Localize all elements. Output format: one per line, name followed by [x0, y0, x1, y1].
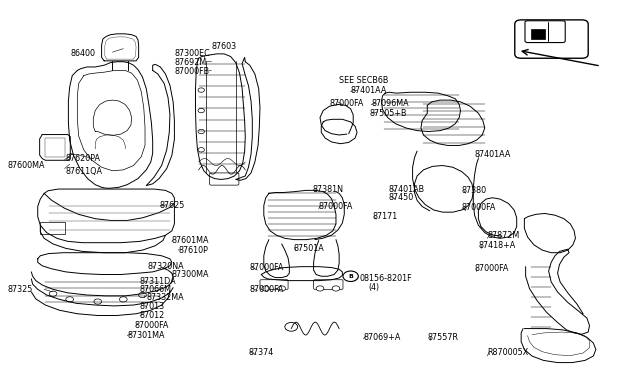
Circle shape: [198, 108, 204, 113]
Text: 87000FA: 87000FA: [250, 263, 284, 272]
Text: R870005X: R870005X: [487, 349, 529, 357]
FancyBboxPatch shape: [260, 280, 288, 289]
Text: 87069+A: 87069+A: [364, 333, 401, 342]
Text: 87418+A: 87418+A: [478, 241, 516, 250]
Text: 87171: 87171: [372, 212, 397, 221]
Text: 87000FA: 87000FA: [250, 285, 284, 294]
Text: 87096MA: 87096MA: [371, 99, 409, 108]
Circle shape: [66, 297, 74, 302]
Bar: [40, 222, 65, 234]
Text: 87000FA: 87000FA: [330, 99, 364, 108]
Text: 87000FA: 87000FA: [462, 203, 496, 212]
Text: 87380: 87380: [462, 186, 487, 195]
Text: 87600MA: 87600MA: [7, 161, 45, 170]
Circle shape: [49, 291, 57, 296]
Text: (4): (4): [368, 283, 379, 292]
Text: B: B: [348, 274, 353, 279]
Text: 87620PA: 87620PA: [66, 154, 101, 163]
Text: 87603: 87603: [211, 42, 237, 51]
Text: 87381N: 87381N: [312, 185, 343, 193]
Text: 87066M: 87066M: [140, 285, 172, 294]
Circle shape: [94, 299, 102, 304]
Text: 87692M: 87692M: [174, 58, 207, 67]
Text: 87610P: 87610P: [178, 246, 208, 254]
Circle shape: [285, 323, 298, 331]
Text: 87300MA: 87300MA: [172, 270, 209, 279]
Text: SEE SECB6B: SEE SECB6B: [339, 76, 388, 84]
Text: 87325: 87325: [7, 285, 33, 294]
Text: 87320NA: 87320NA: [148, 262, 184, 271]
Text: 87557R: 87557R: [428, 333, 458, 342]
Text: 87301MA: 87301MA: [127, 331, 164, 340]
Text: 87401AA: 87401AA: [474, 150, 511, 159]
Circle shape: [343, 271, 358, 282]
Circle shape: [198, 88, 204, 92]
Text: 87013: 87013: [140, 302, 165, 311]
Text: 87311DA: 87311DA: [140, 278, 177, 286]
Text: 87505+B: 87505+B: [370, 109, 407, 118]
Circle shape: [332, 286, 340, 291]
Text: 08156-8201F: 08156-8201F: [360, 275, 412, 283]
Text: 87000FA: 87000FA: [135, 321, 169, 330]
Text: 87000FB: 87000FB: [174, 67, 209, 76]
Text: 87450: 87450: [389, 193, 414, 202]
Text: 87601MA: 87601MA: [172, 236, 209, 245]
Text: 87332MA: 87332MA: [147, 293, 184, 302]
FancyBboxPatch shape: [515, 20, 588, 58]
FancyBboxPatch shape: [525, 21, 565, 42]
FancyBboxPatch shape: [209, 173, 239, 185]
Text: 87300EC: 87300EC: [174, 49, 210, 58]
Text: 87374: 87374: [248, 349, 274, 357]
Text: 87625: 87625: [159, 201, 184, 210]
Text: 87401AA: 87401AA: [351, 86, 387, 94]
Text: 87401AB: 87401AB: [389, 185, 425, 193]
Text: 87872M: 87872M: [487, 231, 520, 240]
Circle shape: [120, 297, 127, 302]
Text: 87611QA: 87611QA: [66, 167, 103, 176]
FancyBboxPatch shape: [314, 280, 343, 289]
Circle shape: [262, 286, 269, 291]
FancyBboxPatch shape: [45, 138, 65, 157]
Bar: [531, 29, 545, 39]
Circle shape: [198, 148, 204, 152]
Text: 87012: 87012: [140, 311, 165, 320]
Text: 87501A: 87501A: [293, 244, 324, 253]
Circle shape: [316, 286, 324, 291]
Circle shape: [198, 129, 204, 134]
Circle shape: [278, 286, 285, 291]
Text: 87000FA: 87000FA: [474, 264, 509, 273]
Text: 86400: 86400: [70, 49, 95, 58]
Text: 87000FA: 87000FA: [319, 202, 353, 211]
Circle shape: [139, 292, 147, 298]
